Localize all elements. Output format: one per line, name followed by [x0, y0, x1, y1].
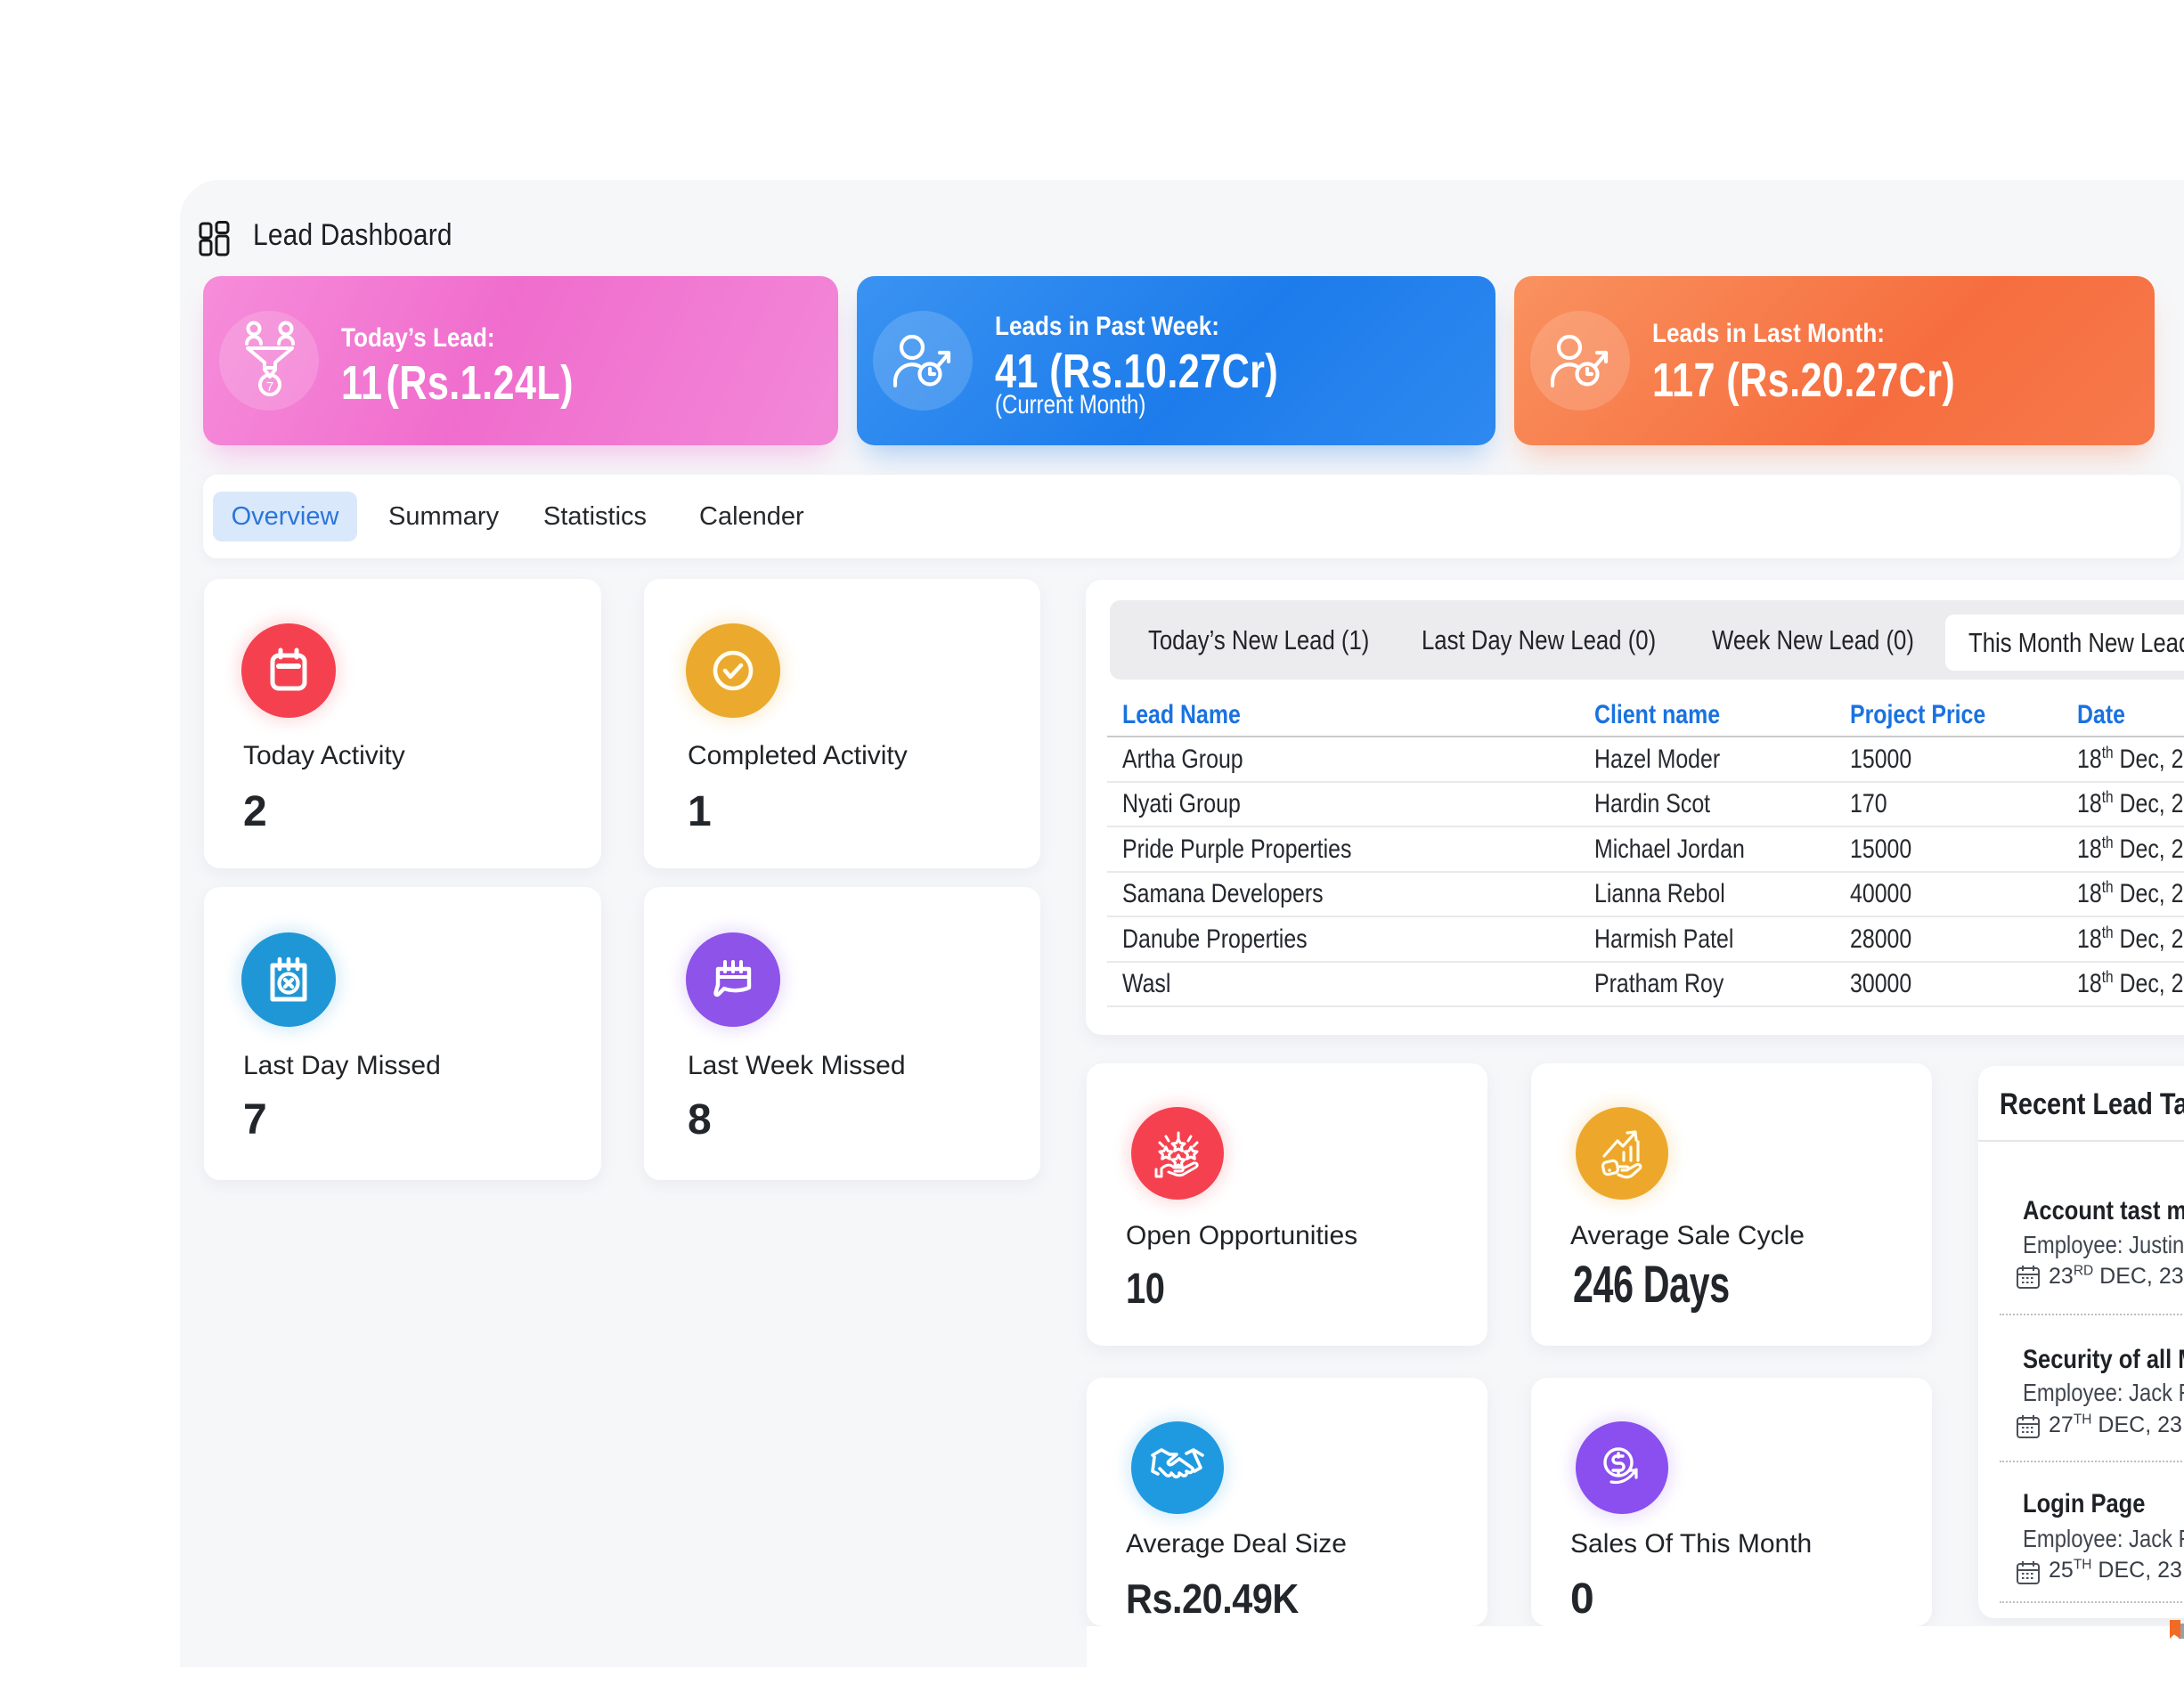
svg-text:7: 7 — [266, 379, 273, 395]
